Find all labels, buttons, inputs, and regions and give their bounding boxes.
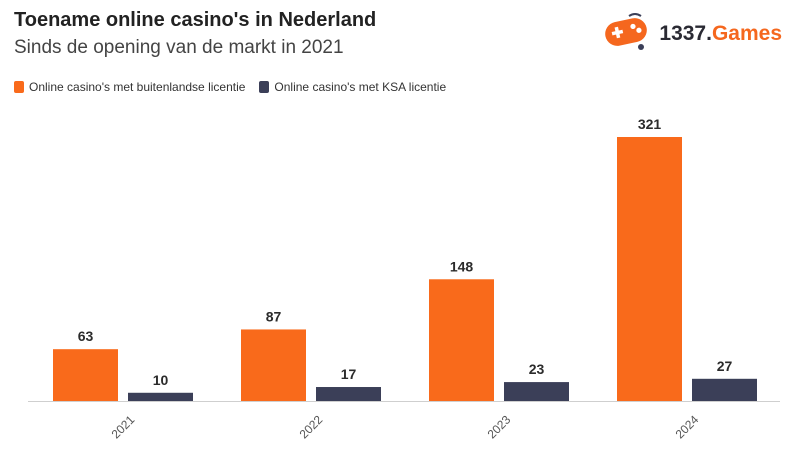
legend-label-foreign: Online casino's met buitenlandse licenti… bbox=[29, 80, 246, 94]
data-label-ksa-2022: 17 bbox=[341, 366, 357, 382]
data-label-foreign-2021: 63 bbox=[78, 328, 94, 344]
legend-item-foreign: Online casino's met buitenlandse licenti… bbox=[14, 80, 245, 94]
bar-foreign-2024 bbox=[617, 137, 682, 401]
bar-foreign-2022 bbox=[241, 329, 306, 401]
data-label-foreign-2022: 87 bbox=[266, 308, 282, 324]
gamepad-icon bbox=[599, 10, 653, 59]
bar-foreign-2021 bbox=[53, 349, 118, 401]
bar-ksa-2022 bbox=[316, 387, 381, 401]
chart-subtitle: Sinds de opening van de markt in 2021 bbox=[14, 37, 344, 58]
brand-name: 1337.Games bbox=[659, 22, 782, 45]
legend-item-ksa: Online casino's met KSA licentie bbox=[259, 80, 446, 94]
legend-swatch-ksa bbox=[259, 81, 270, 93]
x-tick-label-2022: 2022 bbox=[297, 412, 326, 441]
data-label-foreign-2024: 321 bbox=[638, 116, 662, 132]
chart-title: Toename online casino's in Nederland bbox=[14, 9, 377, 31]
bar-ksa-2021 bbox=[128, 392, 193, 401]
chart-legend: Online casino's met buitenlandse licenti… bbox=[14, 80, 460, 94]
bar-ksa-2023 bbox=[504, 382, 569, 401]
bar-foreign-2023 bbox=[429, 279, 494, 401]
legend-label-ksa: Online casino's met KSA licentie bbox=[274, 80, 447, 94]
bar-ksa-2024 bbox=[692, 378, 757, 401]
brand-logo: 1337.Games bbox=[599, 12, 782, 56]
legend-swatch-foreign bbox=[14, 81, 24, 93]
data-label-foreign-2023: 148 bbox=[450, 258, 474, 274]
x-tick-label-2024: 2024 bbox=[673, 412, 702, 441]
data-label-ksa-2024: 27 bbox=[717, 358, 733, 374]
data-label-ksa-2023: 23 bbox=[529, 361, 545, 377]
x-tick-label-2021: 2021 bbox=[109, 412, 138, 441]
x-tick-label-2023: 2023 bbox=[485, 412, 514, 441]
data-label-ksa-2021: 10 bbox=[153, 372, 169, 388]
